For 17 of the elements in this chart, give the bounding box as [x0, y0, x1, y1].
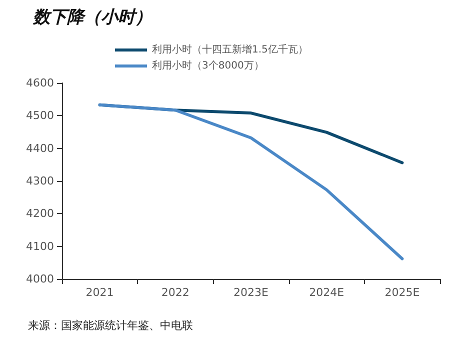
legend-label: 利用小时（十四五新增1.5亿千瓦） — [152, 44, 308, 56]
x-tick-label: 2022 — [161, 286, 190, 299]
y-tick-label: 4400 — [26, 142, 54, 155]
y-tick-label: 4000 — [26, 272, 54, 286]
x-tick-label: 2021 — [86, 286, 114, 299]
y-tick-label: 4500 — [26, 109, 54, 122]
legend-label: 利用小时（3个8000万） — [152, 60, 264, 72]
y-tick-label: 4200 — [26, 207, 54, 220]
y-tick-label: 4600 — [26, 76, 54, 90]
chart-title: 数下降（小时） — [32, 8, 152, 28]
line-series — [98, 103, 404, 260]
source-note: 来源：国家能源统计年鉴、中电联 — [28, 319, 193, 332]
y-tick-label: 4100 — [26, 240, 54, 253]
x-tick-label: 2025E — [384, 286, 420, 299]
x-tick-label: 2023E — [234, 286, 269, 299]
y-tick-label: 4300 — [26, 174, 54, 188]
x-tick-label: 2024E — [309, 286, 344, 299]
